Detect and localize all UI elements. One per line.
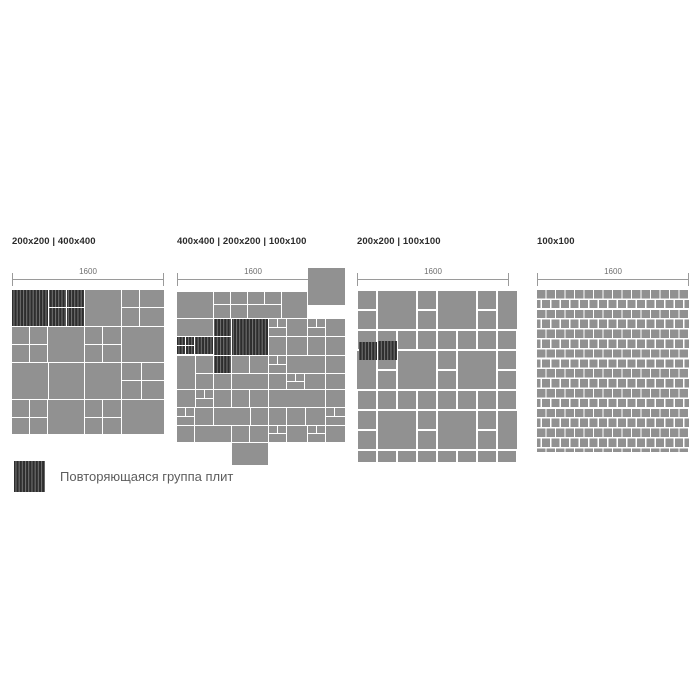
legend: Повторяющаяся группа плит xyxy=(14,461,233,492)
dimension-line-1: 1600 xyxy=(12,267,164,289)
pattern-svg-2 xyxy=(177,268,345,465)
dimension-rule-4 xyxy=(537,279,689,280)
dimension-tick-left-4 xyxy=(537,273,538,286)
dimension-label-4: 1600 xyxy=(604,267,622,276)
pattern-column-3: 200x200 | 100x100 1600 xyxy=(357,236,517,465)
legend-label: Повторяющаяся группа плит xyxy=(60,469,234,484)
dimension-tick-right-3 xyxy=(508,273,509,286)
dimension-line-3: 1600 xyxy=(357,267,509,289)
dimension-tick-right-4 xyxy=(688,273,689,286)
pattern-svg-4 xyxy=(537,290,689,452)
dimension-tick-left-3 xyxy=(357,273,358,286)
dimension-label-3: 1600 xyxy=(424,267,442,276)
dimension-label-2: 1600 xyxy=(244,267,262,276)
pattern-stage-1 xyxy=(12,290,164,465)
pattern-column-4: 100x100 1600 xyxy=(537,236,689,465)
repeating-group-swatch-icon xyxy=(14,461,45,492)
pattern-title-3: 200x200 | 100x100 xyxy=(357,236,441,247)
pattern-stage-4 xyxy=(537,290,689,465)
dimension-tick-left-1 xyxy=(12,273,13,286)
dimension-tick-left-2 xyxy=(177,273,178,286)
pattern-svg-3 xyxy=(357,291,517,462)
pattern-title-4: 100x100 xyxy=(537,236,575,247)
pattern-column-1: 200x200 | 400x400 1600 xyxy=(12,236,164,465)
pattern-title-1: 200x200 | 400x400 xyxy=(12,236,96,247)
pattern-stage-2 xyxy=(177,268,345,465)
pattern-stage-3 xyxy=(357,290,517,465)
dimension-rule-3 xyxy=(357,279,509,280)
dimension-tick-right-1 xyxy=(163,273,164,286)
dimension-rule-1 xyxy=(12,279,164,280)
pattern-svg-1 xyxy=(12,290,164,434)
pattern-column-2: 400x400 | 200x200 | 100x100 1600 xyxy=(177,236,345,465)
dimension-rule-2 xyxy=(177,279,329,280)
dimension-line-4: 1600 xyxy=(537,267,689,289)
dimension-label-1: 1600 xyxy=(79,267,97,276)
pattern-title-2: 400x400 | 200x200 | 100x100 xyxy=(177,236,307,247)
dimension-line-2: 1600 xyxy=(177,267,329,289)
